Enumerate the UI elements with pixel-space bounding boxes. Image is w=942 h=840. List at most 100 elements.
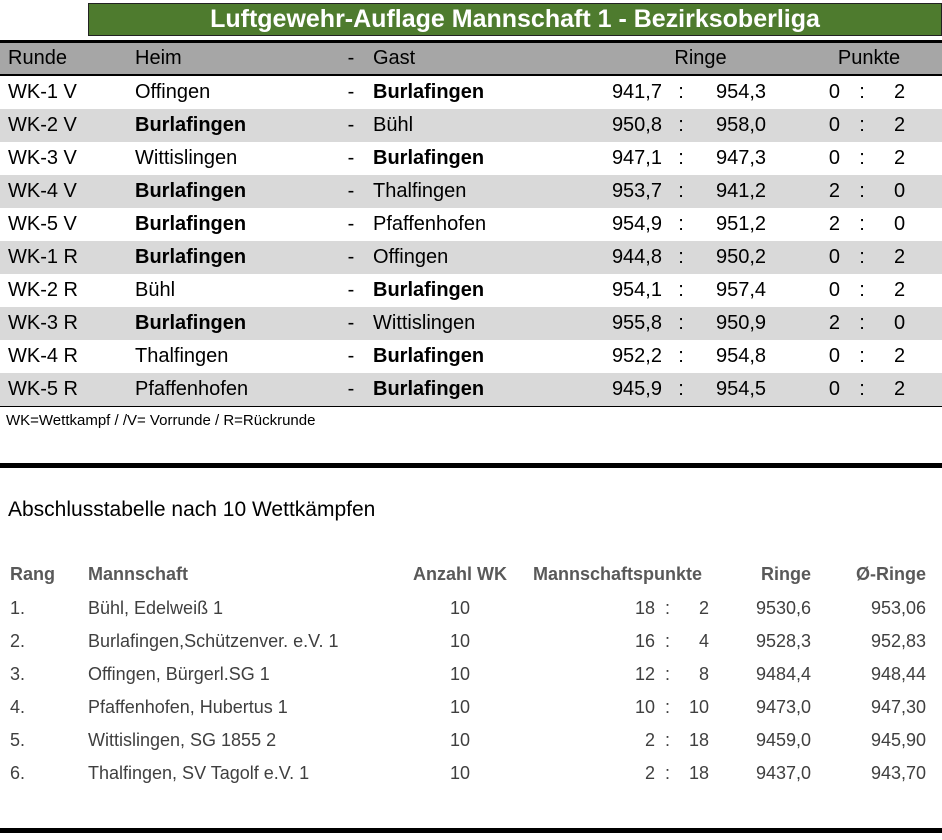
rank-cell: 2. [10,631,26,651]
standings-row: 2. Burlafingen,Schützenver. e.V. 1 10 16… [0,625,942,658]
rings-guest-cell: 951,2 [715,213,767,235]
header-rang: Rang [10,563,55,584]
standings-row: 4. Pfaffenhofen, Hubertus 1 10 10 : 10 9… [0,691,942,724]
points-guest-cell: 2 [894,279,906,301]
matches-cell: 10 [449,598,471,618]
points-guest-cell: 2 [894,114,906,136]
colon-separator: : [664,631,670,651]
points-guest-cell: 0 [894,180,906,202]
standings-row: 6. Thalfingen, SV Tagolf e.V. 1 10 2 : 1… [0,757,942,790]
result-row: WK-1 V Offingen - Burlafingen 941,7 : 95… [0,75,942,109]
guest-team-cell: Burlafingen [373,147,485,169]
points-plus-cell: 10 [634,697,655,717]
round-cell: WK-1 R [8,246,78,268]
points-home-cell: 0 [828,279,841,301]
colon-separator: : [859,312,865,334]
rings-home-cell: 953,7 [611,180,662,202]
rings-home-cell: 955,8 [611,312,662,334]
points-minus-cell: 2 [698,598,709,618]
rings-cell: 9437,0 [755,763,811,783]
rings-home-cell: 954,1 [611,279,662,301]
home-team-cell: Burlafingen [135,213,247,235]
header-punkte: Punkte [766,40,942,76]
round-cell: WK-2 R [8,279,78,301]
avg-rings-cell: 945,90 [870,730,926,750]
home-team-cell: Pfaffenhofen [135,378,249,400]
points-guest-cell: 2 [894,147,906,169]
points-plus-cell: 2 [644,763,655,783]
rings-guest-cell: 954,8 [715,345,767,367]
points-minus-cell: 8 [698,664,709,684]
rank-cell: 6. [10,763,26,783]
points-plus-cell: 2 [644,730,655,750]
rank-cell: 1. [10,598,26,618]
header-mannschaft: Mannschaft [88,563,189,584]
points-home-cell: 2 [828,312,841,334]
home-team-cell: Burlafingen [135,246,247,268]
colon-separator: : [859,213,865,235]
points-home-cell: 0 [828,246,841,268]
standings-header-row: Rang Mannschaft Anzahl WK Mannschaftspun… [0,556,942,592]
colon-separator: : [678,345,684,367]
rings-cell: 9484,4 [755,664,811,684]
colon-separator: : [678,114,684,136]
home-team-cell: Offingen [135,81,211,103]
colon-separator: : [678,81,684,103]
round-cell: WK-2 V [8,114,77,136]
guest-team-cell: Wittislingen [373,312,476,334]
header-mannschaftspunkte: Mannschaftspunkte [532,563,703,584]
header-anzahl-wk: Anzahl WK [413,563,507,584]
dash-separator: - [347,180,355,202]
standings-row: 1. Bühl, Edelweiß 1 10 18 : 2 9530,6 953… [0,592,942,625]
points-home-cell: 0 [828,345,841,367]
legend-note: WK=Wettkampf / /V= Vorrunde / R=Rückrund… [6,412,316,429]
league-title: Luftgewehr-Auflage Mannschaft 1 - Bezirk… [88,3,942,36]
colon-separator: : [678,147,684,169]
home-team-cell: Thalfingen [135,345,229,367]
colon-separator: : [664,763,670,783]
round-cell: WK-4 R [8,345,78,367]
colon-separator: : [678,312,684,334]
colon-separator: : [859,147,865,169]
round-cell: WK-1 V [8,81,77,103]
matches-cell: 10 [449,730,471,750]
points-home-cell: 0 [828,378,841,400]
dash-separator: - [347,246,355,268]
guest-team-cell: Burlafingen [373,345,485,367]
avg-rings-cell: 947,30 [870,697,926,717]
home-team-cell: Burlafingen [135,114,247,136]
dash-separator: - [347,81,355,103]
rings-guest-cell: 950,2 [715,246,767,268]
rings-home-cell: 950,8 [611,114,662,136]
guest-team-cell: Offingen [373,246,449,268]
colon-separator: : [664,664,670,684]
guest-team-cell: Pfaffenhofen [373,213,487,235]
points-plus-cell: 12 [634,664,655,684]
matches-cell: 10 [449,697,471,717]
team-cell: Thalfingen, SV Tagolf e.V. 1 [88,763,310,783]
points-home-cell: 2 [828,213,841,235]
colon-separator: : [859,378,865,400]
points-minus-cell: 18 [688,730,709,750]
rings-home-cell: 954,9 [611,213,662,235]
standings-body: 1. Bühl, Edelweiß 1 10 18 : 2 9530,6 953… [0,592,942,790]
rings-home-cell: 944,8 [611,246,662,268]
points-home-cell: 0 [828,147,841,169]
guest-team-cell: Thalfingen [373,180,467,202]
rank-cell: 5. [10,730,26,750]
round-cell: WK-5 V [8,213,77,235]
points-guest-cell: 2 [894,246,906,268]
header-heim: Heim [127,40,337,76]
divider-rule [0,463,942,468]
colon-separator: : [859,279,865,301]
round-cell: WK-3 V [8,147,77,169]
results-body: WK-1 V Offingen - Burlafingen 941,7 : 95… [0,75,942,407]
home-team-cell: Bühl [135,279,176,301]
rings-home-cell: 952,2 [611,345,662,367]
colon-separator: : [859,345,865,367]
points-minus-cell: 18 [688,763,709,783]
points-home-cell: 2 [828,180,841,202]
rings-cell: 9459,0 [755,730,811,750]
team-cell: Wittislingen, SG 1855 2 [88,730,277,750]
result-row: WK-3 V Wittislingen - Burlafingen 947,1 … [0,142,942,175]
